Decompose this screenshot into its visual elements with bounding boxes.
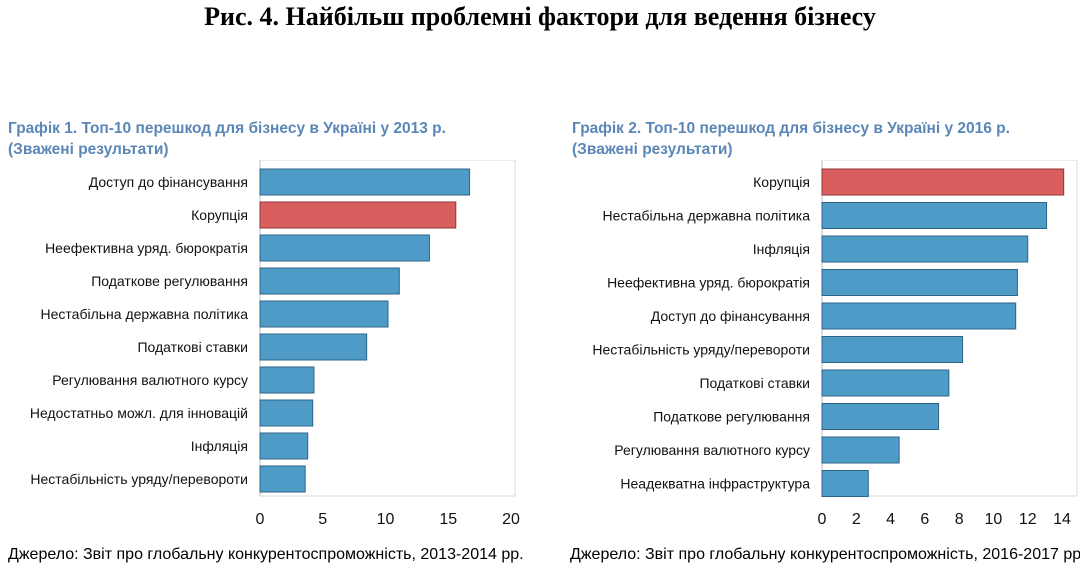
- chart2-bar: [821, 403, 940, 430]
- chart2-bar: [821, 336, 964, 363]
- chart2-bar: [821, 302, 1017, 330]
- chart1-source: Джерело: Звіт про глобальну конкурентосп…: [8, 546, 524, 563]
- chart1-x-tick-label: 0: [256, 511, 265, 528]
- figure-title: Рис. 4. Найбільш проблемні фактори для в…: [204, 2, 876, 31]
- chart1-category-label: Нестабільність уряду/перевороти: [30, 471, 248, 487]
- chart2-x-tick-label: 8: [955, 511, 964, 528]
- chart2-x-tick-label: 12: [1019, 511, 1037, 528]
- chart2-source: Джерело: Звіт про глобальну конкурентосп…: [570, 546, 1080, 563]
- chart2-bar: [821, 202, 1048, 229]
- chart2-bar: [821, 235, 1029, 263]
- chart1-title: Графік 1. Топ-10 перешкод для бізнесу в …: [8, 120, 446, 137]
- chart2-x-tick-label: 2: [852, 511, 861, 528]
- chart1-category-label: Регулювання валютного курсу: [52, 372, 248, 388]
- chart1-bar: [259, 366, 315, 394]
- chart1-x-tick-label: 15: [439, 511, 457, 528]
- chart1: Доступ до фінансування Корупція Неефективн…: [30, 160, 520, 528]
- chart1-x-tick-label: 10: [377, 511, 395, 528]
- chart1-subtitle: (Зважені результати): [8, 141, 169, 158]
- chart2-category-label: Податкове регулювання: [653, 409, 810, 425]
- chart2-subtitle: (Зважені результати): [572, 141, 733, 158]
- chart1-bar: [259, 333, 368, 361]
- chart2-x-tick-label: 14: [1053, 511, 1071, 528]
- chart1-category-label: Податкові ставки: [137, 339, 248, 355]
- chart1-category-label: Корупція: [191, 207, 248, 223]
- chart1-category-label: Недостатньо можл. для інновацій: [30, 405, 248, 421]
- chart2-bar: [821, 369, 950, 397]
- chart2-category-label: Податкові ставки: [699, 375, 810, 391]
- chart2-title-block: Графік 2. Топ-10 перешкод для бізнесу в …: [572, 118, 1010, 160]
- chart2-category-label: Нестабільна державна політика: [603, 208, 811, 224]
- chart1-bar: [259, 267, 400, 295]
- chart2-x-tick-label: 6: [920, 511, 929, 528]
- chart1-x-tick-label: 20: [502, 511, 520, 528]
- chart2-x-tick-label: 4: [886, 511, 895, 528]
- chart2-bar: [821, 436, 900, 464]
- chart2-title: Графік 2. Топ-10 перешкод для бізнесу в …: [572, 120, 1010, 137]
- chart2: Корупція Нестабільна державна політика Інф…: [592, 160, 1078, 528]
- chart2-bar: [821, 269, 1018, 296]
- chart1-x-tick-label: 5: [318, 511, 327, 528]
- chart2-category-label: Нестабільність уряду/перевороти: [592, 342, 810, 358]
- chart2-category-label: Доступ до фінансування: [651, 308, 810, 324]
- chart1-category-label: Неефективна уряд. бюрократія: [45, 240, 248, 256]
- chart1-category-label: Податкове регулювання: [91, 273, 248, 289]
- chart2-x-tick-label: 0: [818, 511, 827, 528]
- chart2-category-label: Регулювання валютного курсу: [614, 442, 810, 458]
- chart1-category-label: Нестабільна державна політика: [41, 306, 249, 322]
- chart1-title-block: Графік 1. Топ-10 перешкод для бізнесу в …: [8, 118, 446, 160]
- chart1-category-label: Інфляція: [191, 438, 248, 454]
- chart1-bar: [259, 201, 457, 229]
- chart2-category-label: Неадекватна інфраструктура: [620, 476, 810, 492]
- chart2-bar: [821, 470, 869, 497]
- chart1-bar: [259, 432, 309, 460]
- chart1-category-label: Доступ до фінансування: [89, 174, 248, 190]
- chart1-bar: [259, 168, 471, 196]
- chart2-category-label: Неефективна уряд. бюрократія: [607, 275, 810, 291]
- chart1-bar: [259, 300, 389, 328]
- chart1-bar: [259, 234, 430, 262]
- chart1-bar: [259, 465, 306, 493]
- chart1-bar: [259, 399, 314, 427]
- chart2-category-label: Інфляція: [753, 241, 810, 257]
- chart2-bar: [821, 168, 1065, 196]
- chart2-category-label: Корупція: [753, 174, 810, 190]
- chart2-x-tick-label: 10: [985, 511, 1003, 528]
